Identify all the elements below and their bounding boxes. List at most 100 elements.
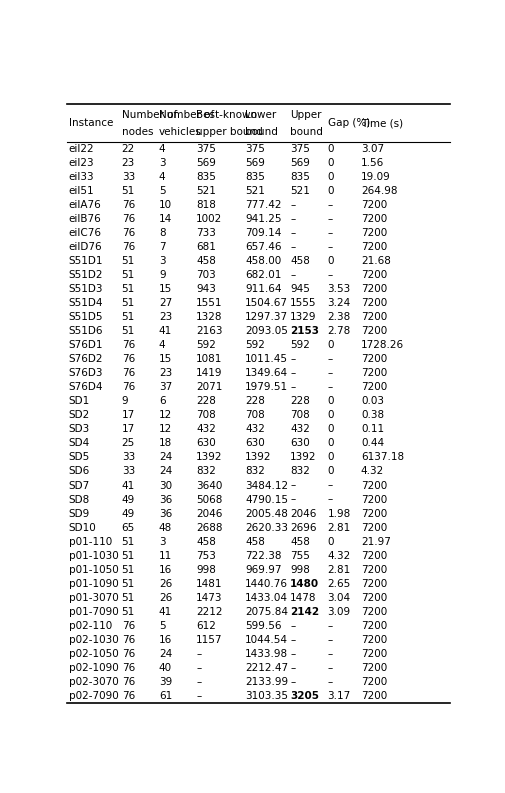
Text: 51: 51 (121, 285, 135, 294)
Text: 0: 0 (327, 340, 333, 351)
Text: SD10: SD10 (69, 523, 96, 533)
Text: 41: 41 (121, 481, 135, 491)
Text: 24: 24 (159, 466, 172, 477)
Text: S76D1: S76D1 (69, 340, 103, 351)
Text: –: – (290, 481, 295, 491)
Text: –: – (290, 354, 295, 365)
Text: 708: 708 (245, 411, 265, 420)
Text: 3640: 3640 (196, 481, 222, 491)
Text: 8: 8 (159, 228, 165, 238)
Text: 432: 432 (290, 424, 310, 435)
Text: 1480: 1480 (290, 579, 319, 588)
Text: 76: 76 (121, 214, 135, 224)
Text: 6: 6 (159, 396, 165, 407)
Text: 3.07: 3.07 (360, 144, 383, 154)
Text: 818: 818 (196, 201, 216, 210)
Text: 23: 23 (159, 369, 172, 378)
Text: 941.25: 941.25 (245, 214, 281, 224)
Text: 4: 4 (159, 340, 165, 351)
Text: vehicles: vehicles (159, 127, 201, 137)
Text: S51D3: S51D3 (69, 285, 103, 294)
Text: SD4: SD4 (69, 439, 90, 449)
Text: 1392: 1392 (196, 453, 222, 462)
Text: 835: 835 (196, 172, 216, 182)
Text: 2620.33: 2620.33 (245, 523, 288, 533)
Text: 630: 630 (290, 439, 310, 449)
Text: 228: 228 (290, 396, 310, 407)
Text: 0: 0 (327, 144, 333, 154)
Text: 569: 569 (290, 158, 310, 168)
Text: 7200: 7200 (360, 649, 386, 659)
Text: 0: 0 (327, 453, 333, 462)
Text: 27: 27 (159, 298, 172, 308)
Text: –: – (196, 676, 201, 687)
Text: p02-1050: p02-1050 (69, 649, 118, 659)
Text: 7200: 7200 (360, 369, 386, 378)
Text: Number of: Number of (159, 109, 214, 120)
Text: –: – (327, 663, 332, 672)
Text: 777.42: 777.42 (245, 201, 281, 210)
Text: 592: 592 (290, 340, 310, 351)
Text: –: – (327, 634, 332, 645)
Text: 1011.45: 1011.45 (245, 354, 288, 365)
Text: 23: 23 (121, 158, 135, 168)
Text: 14: 14 (159, 214, 172, 224)
Text: SD5: SD5 (69, 453, 90, 462)
Text: 40: 40 (159, 663, 172, 672)
Text: 7: 7 (159, 243, 165, 252)
Text: 7200: 7200 (360, 565, 386, 575)
Text: Number of: Number of (121, 109, 177, 120)
Text: 12: 12 (159, 411, 172, 420)
Text: S76D3: S76D3 (69, 369, 103, 378)
Text: 1473: 1473 (196, 592, 222, 603)
Text: 3205: 3205 (290, 691, 319, 701)
Text: 51: 51 (121, 270, 135, 280)
Text: 22: 22 (121, 144, 135, 154)
Text: 33: 33 (121, 172, 135, 182)
Text: 2163: 2163 (196, 327, 222, 336)
Text: 7200: 7200 (360, 228, 386, 238)
Text: 0: 0 (327, 424, 333, 435)
Text: –: – (327, 354, 332, 365)
Text: eilD76: eilD76 (69, 243, 102, 252)
Text: 0: 0 (327, 439, 333, 449)
Text: 36: 36 (159, 495, 172, 504)
Text: 7200: 7200 (360, 298, 386, 308)
Text: –: – (290, 621, 295, 630)
Text: 2093.05: 2093.05 (245, 327, 287, 336)
Text: p01-7090: p01-7090 (69, 607, 118, 617)
Text: 569: 569 (245, 158, 265, 168)
Text: 30: 30 (159, 481, 172, 491)
Text: –: – (196, 663, 201, 672)
Text: nodes: nodes (121, 127, 153, 137)
Text: 7200: 7200 (360, 214, 386, 224)
Text: –: – (327, 495, 332, 504)
Text: 76: 76 (121, 354, 135, 365)
Text: –: – (290, 228, 295, 238)
Text: 592: 592 (196, 340, 216, 351)
Text: 521: 521 (196, 186, 216, 196)
Text: 24: 24 (159, 453, 172, 462)
Text: 51: 51 (121, 607, 135, 617)
Text: 16: 16 (159, 634, 172, 645)
Text: 25: 25 (121, 439, 135, 449)
Text: 1392: 1392 (290, 453, 316, 462)
Text: 2.81: 2.81 (327, 565, 350, 575)
Text: 569: 569 (196, 158, 216, 168)
Text: 7200: 7200 (360, 663, 386, 672)
Text: SD3: SD3 (69, 424, 90, 435)
Text: 17: 17 (121, 411, 135, 420)
Text: 39: 39 (159, 676, 172, 687)
Text: 36: 36 (159, 508, 172, 519)
Text: 3: 3 (159, 158, 165, 168)
Text: bound: bound (245, 127, 278, 137)
Text: 375: 375 (290, 144, 310, 154)
Text: 51: 51 (121, 327, 135, 336)
Text: –: – (290, 676, 295, 687)
Text: 2133.99: 2133.99 (245, 676, 288, 687)
Text: 943: 943 (196, 285, 216, 294)
Text: 733: 733 (196, 228, 216, 238)
Text: 3484.12: 3484.12 (245, 481, 288, 491)
Text: 432: 432 (245, 424, 265, 435)
Text: 76: 76 (121, 676, 135, 687)
